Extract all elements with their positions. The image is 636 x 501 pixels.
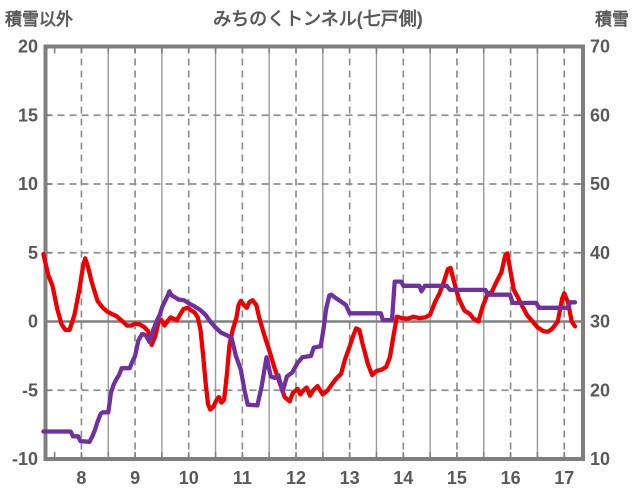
plot-frame — [43, 44, 585, 461]
x-tick-label: 11 — [233, 468, 252, 488]
series-line-left — [41, 251, 578, 412]
y-left-tick-label: 10 — [18, 174, 38, 194]
y-right-tick-label: 50 — [590, 174, 610, 194]
y-left-tick-label: 15 — [18, 105, 38, 125]
y-left-tick-label: -10 — [12, 449, 38, 469]
y-right-tick-label: 40 — [590, 243, 610, 263]
y-left-tick-label: 5 — [28, 243, 38, 263]
x-tick-label: 16 — [501, 468, 521, 488]
right-axis-title: 積雪 — [595, 10, 629, 29]
chart-title: みちのくトンネル(七戸側) — [213, 9, 423, 29]
y-right-tick-label: 30 — [590, 312, 610, 332]
x-tick-label: 17 — [554, 468, 574, 488]
x-tick-label: 8 — [76, 468, 86, 488]
x-tick-label: 12 — [286, 468, 306, 488]
x-tick-label: 14 — [393, 468, 413, 488]
x-tick-label: 10 — [179, 468, 199, 488]
x-tick-label: 15 — [447, 468, 467, 488]
x-tick-label: 9 — [130, 468, 140, 488]
y-left-tick-label: 20 — [18, 37, 38, 57]
y-left-tick-label: -5 — [22, 380, 38, 400]
y-right-tick-label: 20 — [590, 380, 610, 400]
left-axis-title: 積雪以外 — [5, 10, 73, 29]
y-right-tick-label: 10 — [590, 449, 610, 469]
y-left-tick-label: 0 — [28, 312, 38, 332]
series-line-right — [41, 279, 578, 444]
y-right-tick-label: 60 — [590, 105, 610, 125]
y-right-tick-label: 70 — [590, 37, 610, 57]
x-tick-label: 13 — [340, 468, 360, 488]
